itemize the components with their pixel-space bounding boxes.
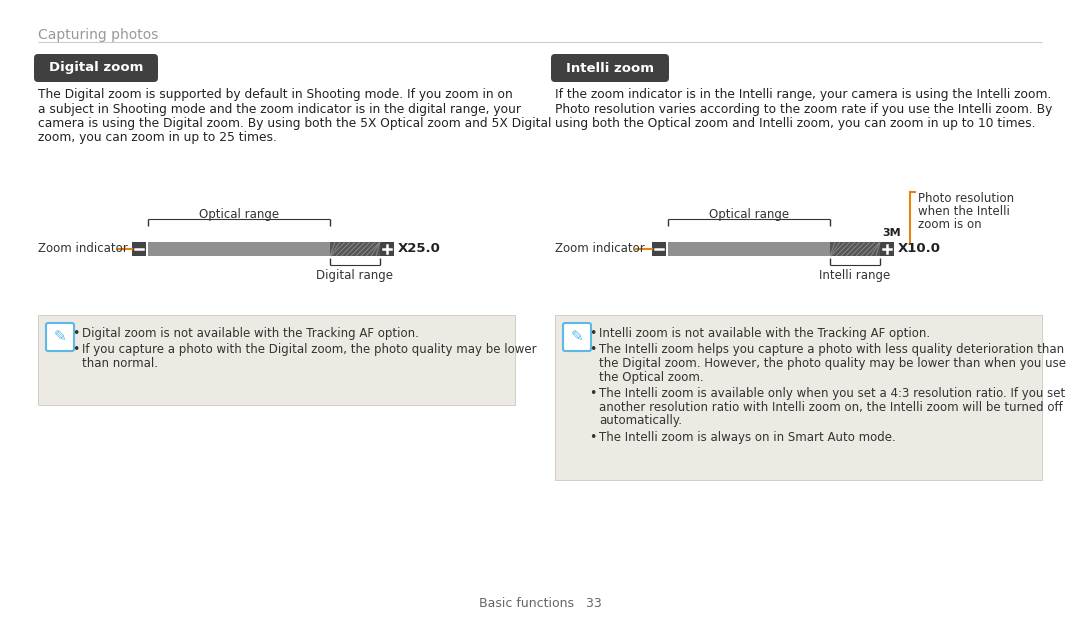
Text: the Digital zoom. However, the photo quality may be lower than when you use: the Digital zoom. However, the photo qua…: [599, 357, 1066, 370]
Text: ✎: ✎: [54, 329, 66, 345]
Text: zoom is on: zoom is on: [918, 218, 982, 231]
Text: The Intelli zoom helps you capture a photo with less quality deterioration than: The Intelli zoom helps you capture a pho…: [599, 343, 1064, 357]
Bar: [148, 242, 330, 256]
FancyBboxPatch shape: [551, 54, 669, 82]
Text: If the zoom indicator is in the Intelli range, your camera is using the Intelli : If the zoom indicator is in the Intelli …: [555, 88, 1051, 101]
Text: Zoom indicator: Zoom indicator: [555, 243, 645, 256]
Text: Digital range: Digital range: [316, 269, 393, 282]
Text: •: •: [589, 430, 596, 444]
Bar: [652, 242, 666, 256]
Text: Intelli zoom is not available with the Tracking AF option.: Intelli zoom is not available with the T…: [599, 327, 930, 340]
Text: Basic functions   33: Basic functions 33: [478, 597, 602, 610]
Text: •: •: [589, 387, 596, 400]
Text: using both the Optical zoom and Intelli zoom, you can zoom in up to 10 times.: using both the Optical zoom and Intelli …: [555, 117, 1036, 130]
Text: The Intelli zoom is available only when you set a 4:3 resolution ratio. If you s: The Intelli zoom is available only when …: [599, 387, 1065, 400]
Text: Digital zoom: Digital zoom: [49, 62, 144, 74]
FancyBboxPatch shape: [46, 323, 75, 351]
Text: The Intelli zoom is always on in Smart Auto mode.: The Intelli zoom is always on in Smart A…: [599, 430, 895, 444]
Text: •: •: [589, 327, 596, 340]
Text: Photo resolution varies according to the zoom rate if you use the Intelli zoom. : Photo resolution varies according to the…: [555, 103, 1052, 115]
Bar: [555, 315, 1042, 480]
FancyBboxPatch shape: [33, 54, 158, 82]
Text: Photo resolution: Photo resolution: [918, 192, 1014, 205]
Text: automatically.: automatically.: [599, 414, 681, 427]
Text: •: •: [589, 343, 596, 357]
Text: the Optical zoom.: the Optical zoom.: [599, 370, 704, 384]
Text: Intelli range: Intelli range: [820, 269, 891, 282]
Bar: [669, 242, 831, 256]
Text: •: •: [72, 327, 79, 340]
Bar: [38, 315, 515, 405]
Text: Capturing photos: Capturing photos: [38, 28, 159, 42]
Bar: [831, 242, 880, 256]
Text: X25.0: X25.0: [399, 243, 441, 256]
Text: zoom, you can zoom in up to 25 times.: zoom, you can zoom in up to 25 times.: [38, 132, 276, 144]
Text: Digital zoom is not available with the Tracking AF option.: Digital zoom is not available with the T…: [82, 327, 419, 340]
Text: Optical range: Optical range: [708, 208, 789, 221]
FancyBboxPatch shape: [563, 323, 591, 351]
Text: •: •: [72, 343, 79, 357]
Text: 3M: 3M: [882, 228, 901, 238]
Text: The Digital zoom is supported by default in Shooting mode. If you zoom in on: The Digital zoom is supported by default…: [38, 88, 513, 101]
Text: when the Intelli: when the Intelli: [918, 205, 1010, 218]
Text: Zoom indicator: Zoom indicator: [38, 243, 127, 256]
Bar: [380, 242, 394, 256]
Text: camera is using the Digital zoom. By using both the 5X Optical zoom and 5X Digit: camera is using the Digital zoom. By usi…: [38, 117, 552, 130]
Text: X10.0: X10.0: [897, 243, 941, 256]
Text: If you capture a photo with the Digital zoom, the photo quality may be lower: If you capture a photo with the Digital …: [82, 343, 537, 357]
Text: Optical range: Optical range: [199, 208, 279, 221]
Text: Intelli zoom: Intelli zoom: [566, 62, 654, 74]
Bar: [330, 242, 380, 256]
Text: ✎: ✎: [570, 329, 583, 345]
Text: a subject in Shooting mode and the zoom indicator is in the digital range, your: a subject in Shooting mode and the zoom …: [38, 103, 521, 115]
Text: than normal.: than normal.: [82, 357, 158, 370]
Bar: [132, 242, 146, 256]
Bar: [880, 242, 894, 256]
Text: another resolution ratio with Intelli zoom on, the Intelli zoom will be turned o: another resolution ratio with Intelli zo…: [599, 401, 1063, 413]
